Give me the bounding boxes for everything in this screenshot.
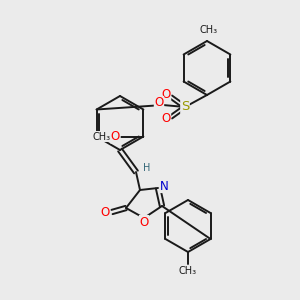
Text: O: O: [111, 130, 120, 143]
Text: H: H: [143, 163, 151, 173]
Text: O: O: [161, 112, 171, 125]
Text: CH₃: CH₃: [200, 25, 218, 35]
Text: N: N: [160, 179, 168, 193]
Text: O: O: [154, 97, 164, 110]
Text: S: S: [181, 100, 189, 113]
Text: O: O: [140, 215, 148, 229]
Text: O: O: [100, 206, 109, 218]
Text: O: O: [161, 88, 171, 101]
Text: CH₃: CH₃: [92, 131, 110, 142]
Text: CH₃: CH₃: [179, 266, 197, 276]
